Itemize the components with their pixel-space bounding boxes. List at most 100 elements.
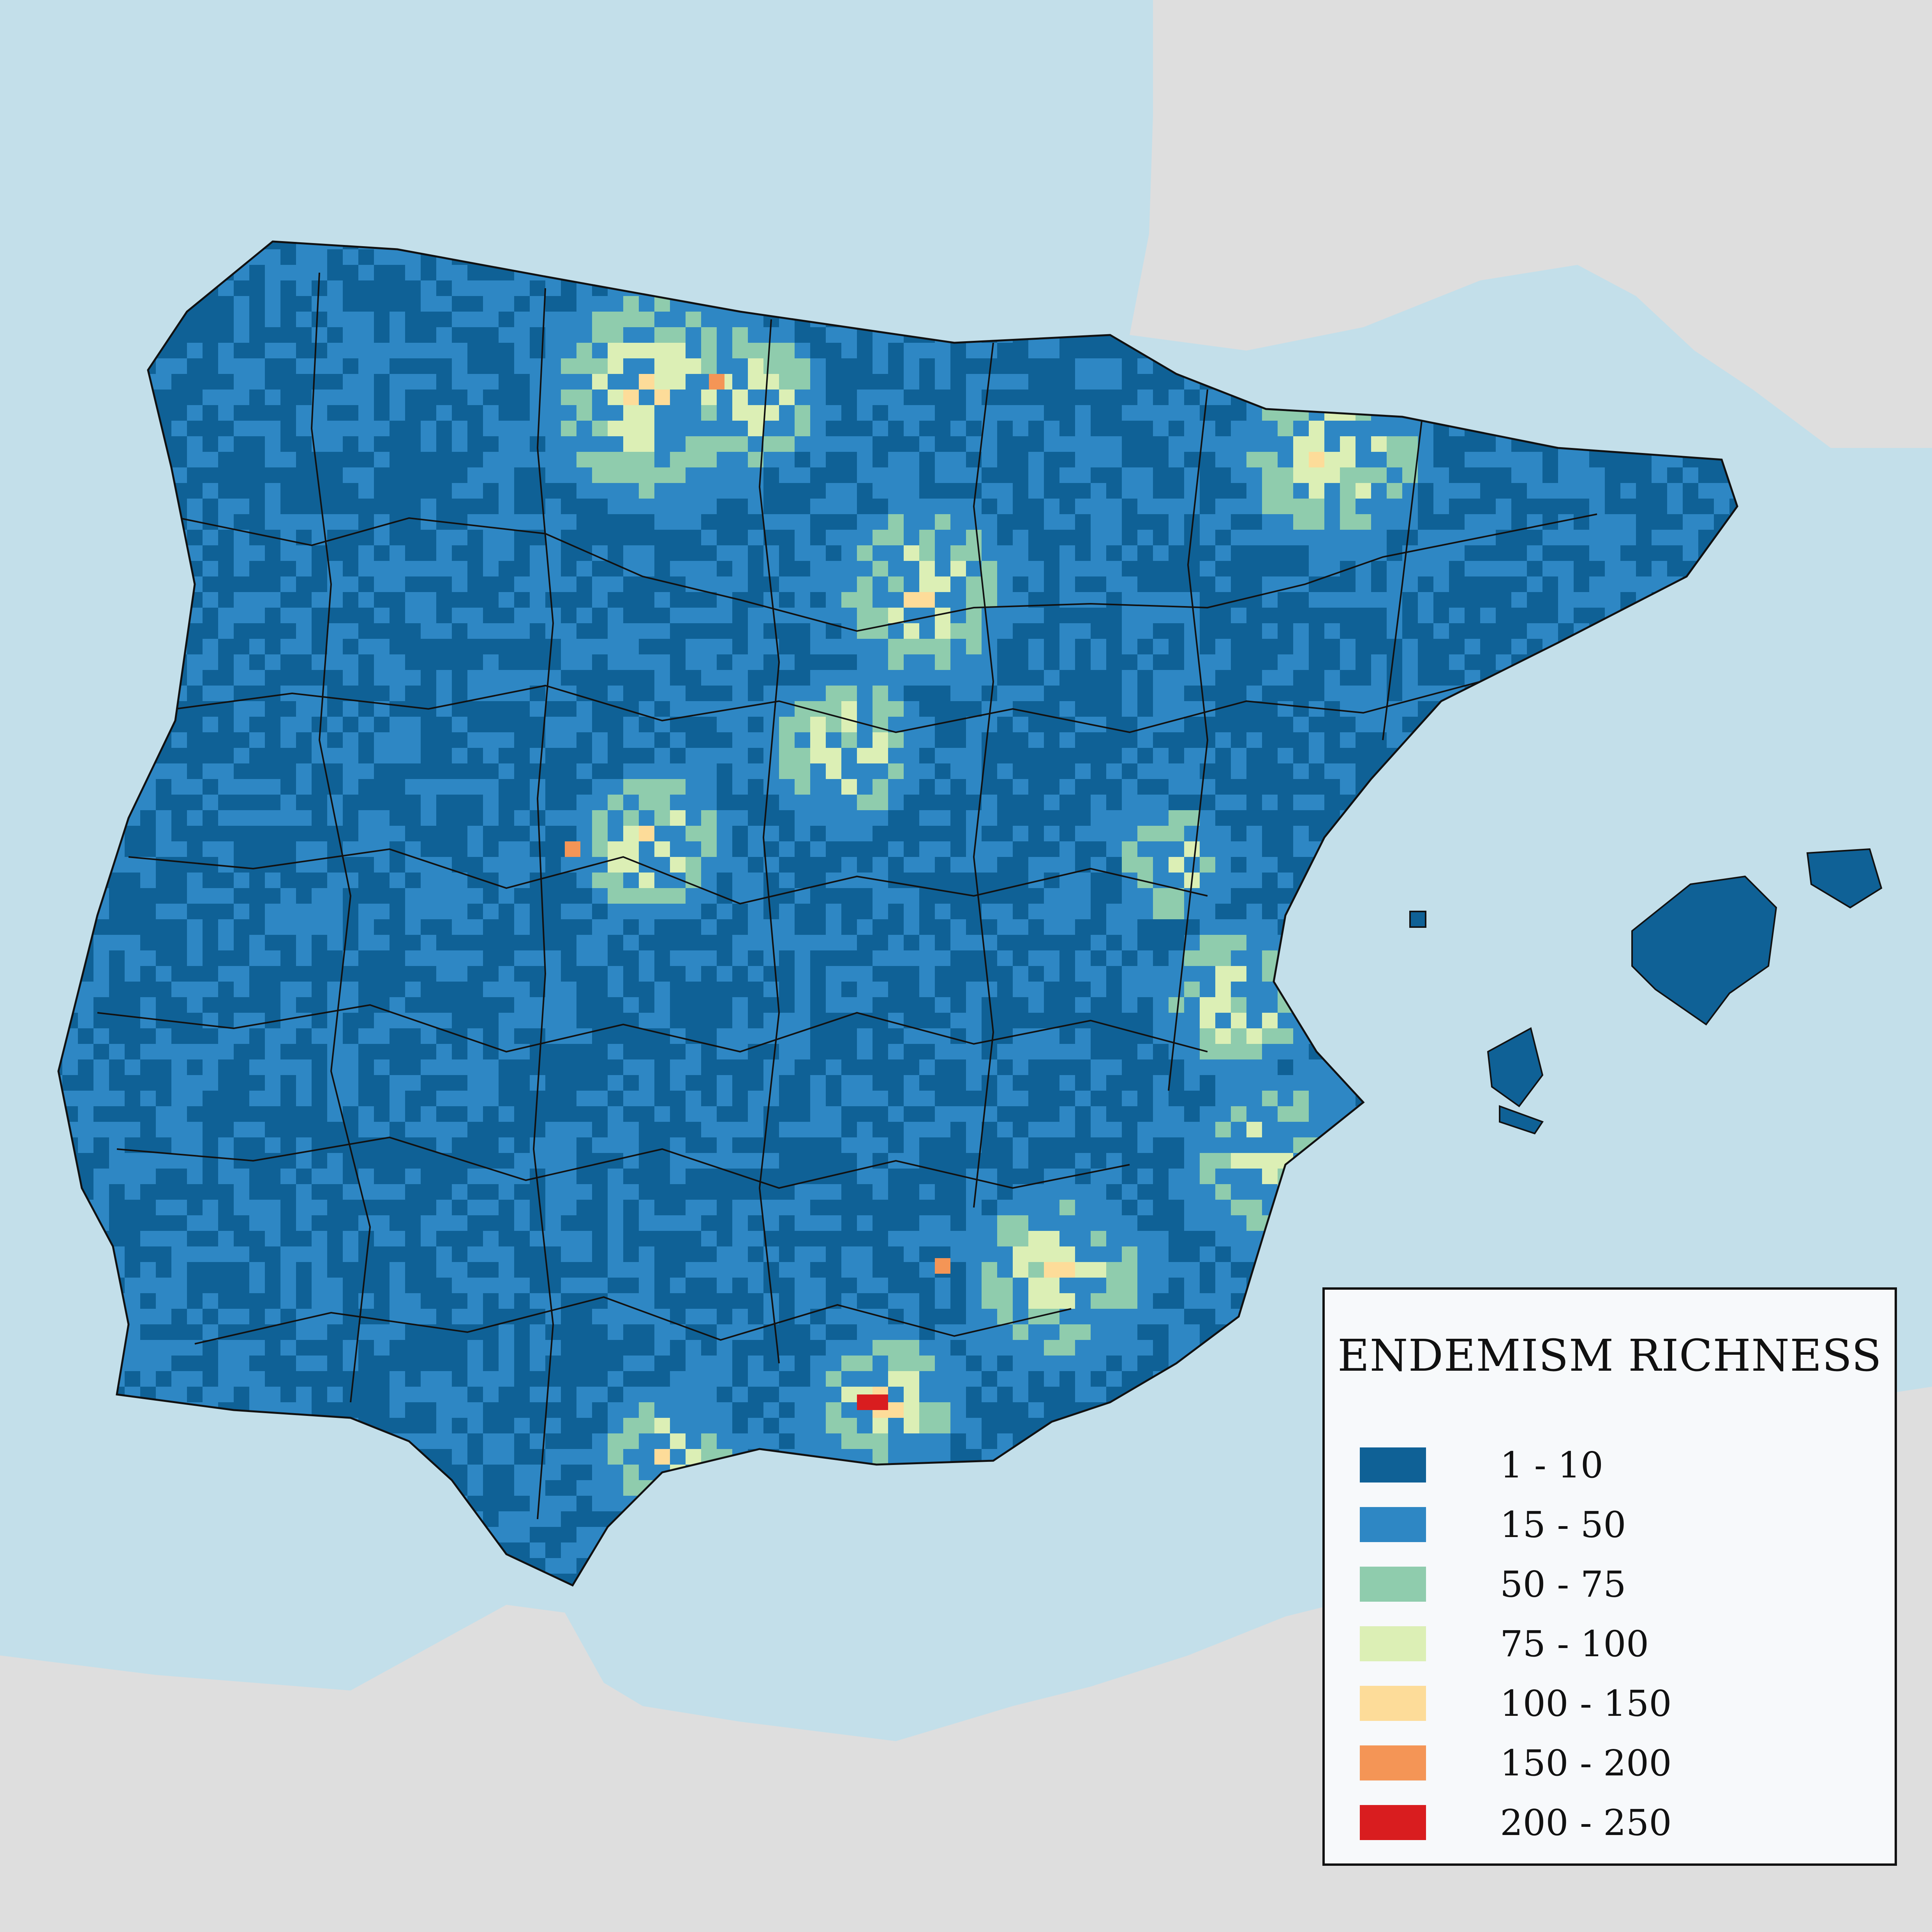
richness-cell — [1309, 1324, 1324, 1340]
richness-cell — [234, 608, 249, 623]
richness-cell — [1059, 436, 1075, 452]
richness-cell — [1714, 795, 1729, 810]
richness-cell — [1371, 390, 1387, 405]
richness-cell — [950, 686, 966, 701]
richness-cell — [1542, 1122, 1558, 1137]
richness-cell — [888, 670, 904, 686]
richness-cell — [1449, 795, 1465, 810]
richness-cell — [1278, 452, 1293, 467]
richness-cell — [1044, 795, 1059, 810]
richness-cell — [561, 1542, 576, 1558]
richness-cell — [1122, 686, 1137, 701]
richness-cell — [1605, 1122, 1620, 1137]
richness-cell — [1215, 873, 1231, 888]
richness-cell — [592, 1278, 608, 1293]
richness-cell — [1231, 1215, 1246, 1231]
richness-cell — [1402, 810, 1418, 826]
richness-cell — [576, 810, 592, 826]
richness-cell — [857, 1465, 873, 1480]
richness-cell — [873, 1449, 888, 1465]
richness-cell — [1013, 374, 1028, 390]
richness-cell — [857, 1542, 873, 1558]
richness-cell — [1667, 1153, 1683, 1169]
richness-cell — [1387, 499, 1402, 514]
richness-cell — [514, 358, 530, 374]
richness-cell — [748, 732, 763, 748]
richness-cell — [296, 1153, 312, 1169]
richness-cell — [1605, 639, 1620, 654]
richness-cell — [312, 296, 327, 312]
richness-cell — [1418, 1106, 1433, 1122]
richness-cell — [1091, 654, 1106, 670]
richness-cell — [748, 1465, 763, 1480]
richness-cell — [296, 857, 312, 873]
richness-cell — [686, 436, 701, 452]
richness-cell — [1620, 405, 1636, 421]
richness-cell — [1091, 826, 1106, 841]
richness-cell — [701, 873, 717, 888]
richness-cell — [935, 1356, 950, 1371]
richness-cell — [1169, 1122, 1184, 1137]
richness-cell — [1527, 343, 1542, 358]
richness-cell — [249, 608, 265, 623]
richness-cell — [1527, 623, 1542, 639]
richness-cell — [452, 608, 467, 623]
richness-cell — [436, 1480, 452, 1496]
richness-cell — [1246, 873, 1262, 888]
richness-cell — [1246, 1122, 1262, 1137]
richness-cell — [1636, 390, 1652, 405]
richness-cell — [888, 1433, 904, 1449]
richness-cell — [1574, 296, 1589, 312]
richness-cell — [1169, 810, 1184, 826]
richness-cell — [545, 1511, 561, 1527]
richness-cell — [1122, 623, 1137, 639]
richness-cell — [467, 1309, 483, 1324]
richness-cell — [857, 810, 873, 826]
richness-cell — [888, 639, 904, 654]
richness-cell — [950, 1044, 966, 1059]
richness-cell — [950, 1013, 966, 1028]
richness-cell — [1013, 1371, 1028, 1387]
richness-cell — [982, 1262, 997, 1278]
richness-cell — [1137, 1433, 1153, 1449]
richness-cell — [1028, 686, 1044, 701]
richness-cell — [1729, 810, 1737, 826]
richness-cell — [1620, 997, 1636, 1013]
richness-cell — [125, 514, 140, 530]
richness-cell — [265, 592, 280, 608]
richness-cell — [639, 1293, 654, 1309]
richness-cell — [218, 1433, 234, 1449]
richness-cell — [717, 405, 732, 421]
richness-cell — [514, 1278, 530, 1293]
richness-cell — [1044, 904, 1059, 919]
richness-cell — [1184, 950, 1200, 966]
richness-cell — [1013, 1091, 1028, 1106]
richness-cell — [1433, 1106, 1449, 1122]
richness-cell — [997, 608, 1013, 623]
richness-cell — [374, 1028, 390, 1044]
richness-cell — [1184, 670, 1200, 686]
richness-cell — [686, 779, 701, 795]
richness-cell — [1636, 795, 1652, 810]
richness-cell — [203, 1387, 218, 1402]
richness-cell — [93, 343, 109, 358]
richness-cell — [701, 826, 717, 841]
richness-cell — [421, 1371, 436, 1387]
richness-cell — [312, 1433, 327, 1449]
richness-cell — [265, 1044, 280, 1059]
richness-cell — [950, 467, 966, 483]
richness-cell — [966, 592, 982, 608]
richness-cell — [280, 514, 296, 530]
richness-cell — [1184, 1013, 1200, 1028]
richness-cell — [1231, 1200, 1246, 1215]
richness-cell — [187, 1371, 203, 1387]
richness-cell — [499, 1371, 514, 1387]
richness-cell — [1667, 1200, 1683, 1215]
richness-cell — [748, 608, 763, 623]
richness-cell — [701, 312, 717, 327]
richness-cell — [93, 280, 109, 296]
richness-cell — [795, 826, 810, 841]
richness-cell — [717, 436, 732, 452]
richness-cell — [1387, 997, 1402, 1013]
richness-cell — [1698, 1184, 1714, 1200]
